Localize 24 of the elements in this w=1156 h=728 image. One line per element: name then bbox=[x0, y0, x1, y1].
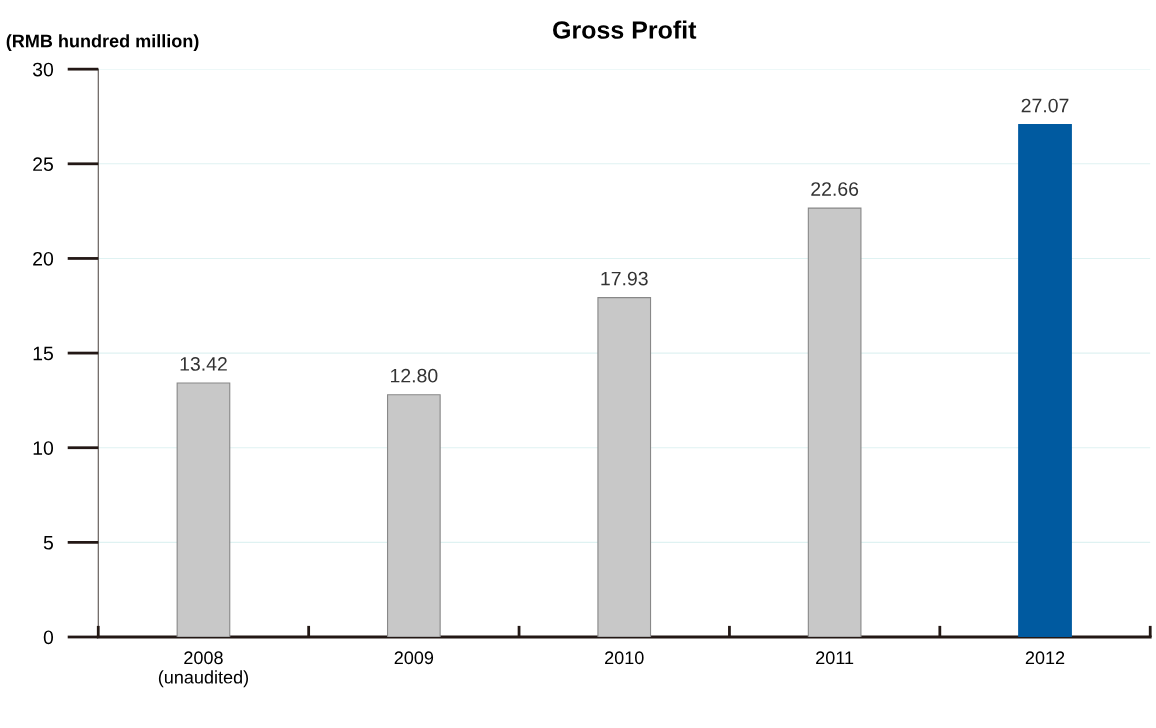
bar bbox=[1018, 124, 1072, 637]
x-tick-label: 2012 bbox=[1025, 651, 1065, 665]
data-label: 17.93 bbox=[601, 271, 648, 286]
chart-title: Gross Profit bbox=[553, 20, 697, 39]
x-tick-label: 2009 bbox=[394, 651, 434, 665]
y-tick-label: 25 bbox=[33, 157, 53, 172]
data-label: 12.80 bbox=[391, 368, 438, 383]
x-tick-label: 2010 bbox=[605, 651, 644, 665]
data-label: 13.42 bbox=[180, 357, 227, 371]
y-tick-label: 15 bbox=[33, 346, 53, 361]
x-tick-label: 2011 bbox=[816, 651, 854, 665]
y-tick-label: 20 bbox=[33, 251, 54, 266]
data-label: 22.66 bbox=[811, 182, 859, 196]
y-tick-label: 10 bbox=[33, 441, 54, 455]
bar bbox=[386, 394, 441, 637]
y-tick-label: 5 bbox=[43, 536, 53, 550]
y-axis-title: (RMB hundred million) bbox=[6, 34, 199, 51]
bar bbox=[807, 207, 862, 637]
y-tick-label: 30 bbox=[32, 62, 54, 77]
x-tick-label: 2008 (unaudited) bbox=[158, 651, 249, 688]
bar bbox=[176, 382, 231, 637]
data-label: 27.07 bbox=[1021, 98, 1069, 113]
y-tick-label: 0 bbox=[43, 630, 54, 645]
bar bbox=[597, 297, 652, 637]
